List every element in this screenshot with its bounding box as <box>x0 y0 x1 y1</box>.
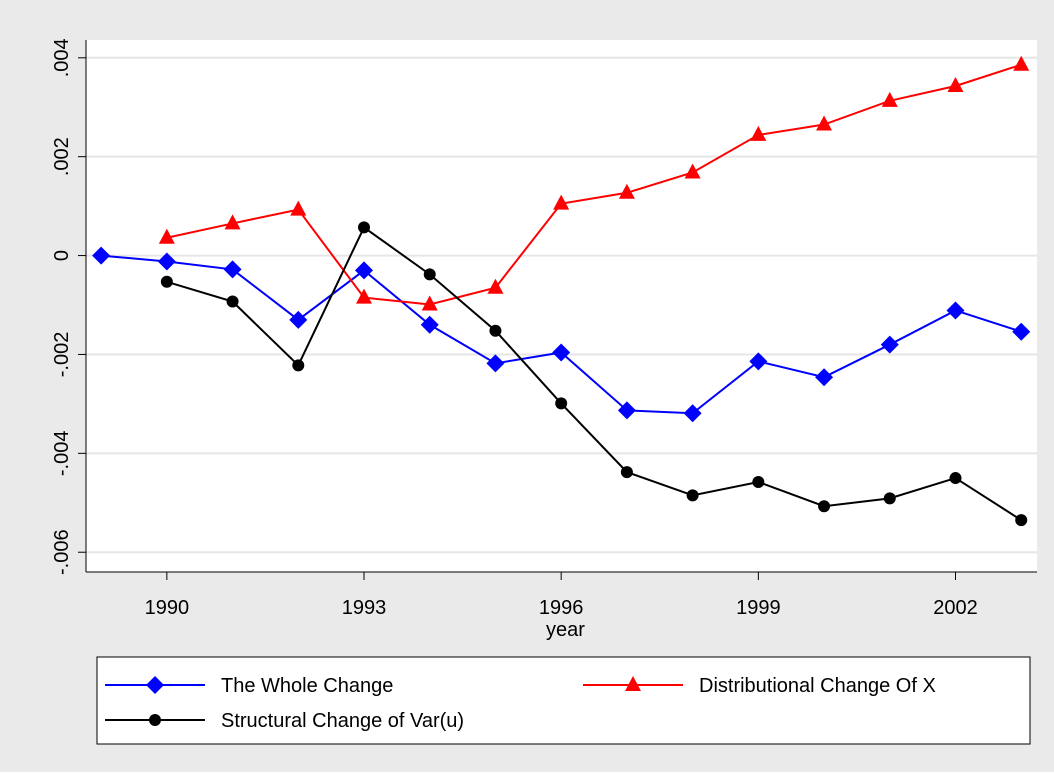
marker <box>292 359 305 372</box>
marker <box>1013 55 1030 71</box>
marker <box>617 401 636 420</box>
marker <box>816 115 833 131</box>
marker <box>1015 514 1028 527</box>
marker <box>686 489 699 502</box>
legend-label: Structural Change of Var(u) <box>221 710 464 732</box>
legend-label: The Whole Change <box>221 675 393 697</box>
marker <box>752 476 765 489</box>
marker <box>423 268 436 281</box>
marker <box>620 466 633 479</box>
marker <box>356 288 373 304</box>
marker <box>946 301 965 320</box>
marker <box>289 310 308 329</box>
marker <box>947 76 964 92</box>
plot-area <box>86 40 1037 572</box>
marker <box>92 246 111 265</box>
marker <box>880 335 899 354</box>
legend-label: Distributional Change Of X <box>699 675 936 697</box>
marker <box>157 252 176 271</box>
x-tick-label: 2002 <box>933 597 978 619</box>
marker <box>149 714 161 726</box>
marker <box>355 261 374 280</box>
marker <box>815 368 834 387</box>
x-tick-label: 1996 <box>539 597 584 619</box>
marker <box>684 163 701 179</box>
series-line <box>166 63 1022 306</box>
marker <box>555 397 568 410</box>
marker <box>146 676 164 694</box>
series-line <box>166 225 1022 521</box>
marker <box>160 275 173 288</box>
marker <box>949 472 962 485</box>
marker <box>224 214 241 230</box>
marker <box>881 91 898 107</box>
marker <box>487 278 504 294</box>
x-tick-label: 1999 <box>736 597 781 619</box>
marker <box>750 125 767 141</box>
marker <box>1012 322 1031 341</box>
marker <box>552 343 571 362</box>
marker <box>625 676 641 691</box>
marker <box>158 228 175 244</box>
y-tick-label: .002 <box>51 137 73 176</box>
marker <box>223 260 242 279</box>
y-tick-label: -.006 <box>51 529 73 575</box>
marker <box>553 194 570 210</box>
marker <box>883 492 896 505</box>
marker <box>683 404 702 423</box>
marker <box>420 315 439 334</box>
marker <box>421 295 438 311</box>
marker <box>226 295 239 308</box>
y-tick-label: -.004 <box>51 431 73 477</box>
x-tick-label: 1990 <box>145 597 190 619</box>
y-tick-label: -.002 <box>51 332 73 378</box>
legend-box <box>96 656 1031 745</box>
marker <box>486 354 505 373</box>
y-tick-label: .004 <box>51 38 73 77</box>
x-axis-label: year <box>546 619 585 641</box>
x-tick-label: 1993 <box>342 597 387 619</box>
marker <box>290 200 307 216</box>
marker <box>489 324 502 337</box>
marker <box>618 183 635 199</box>
marker <box>749 352 768 371</box>
marker <box>818 500 831 513</box>
marker <box>358 221 371 234</box>
y-tick-label: 0 <box>51 250 73 261</box>
